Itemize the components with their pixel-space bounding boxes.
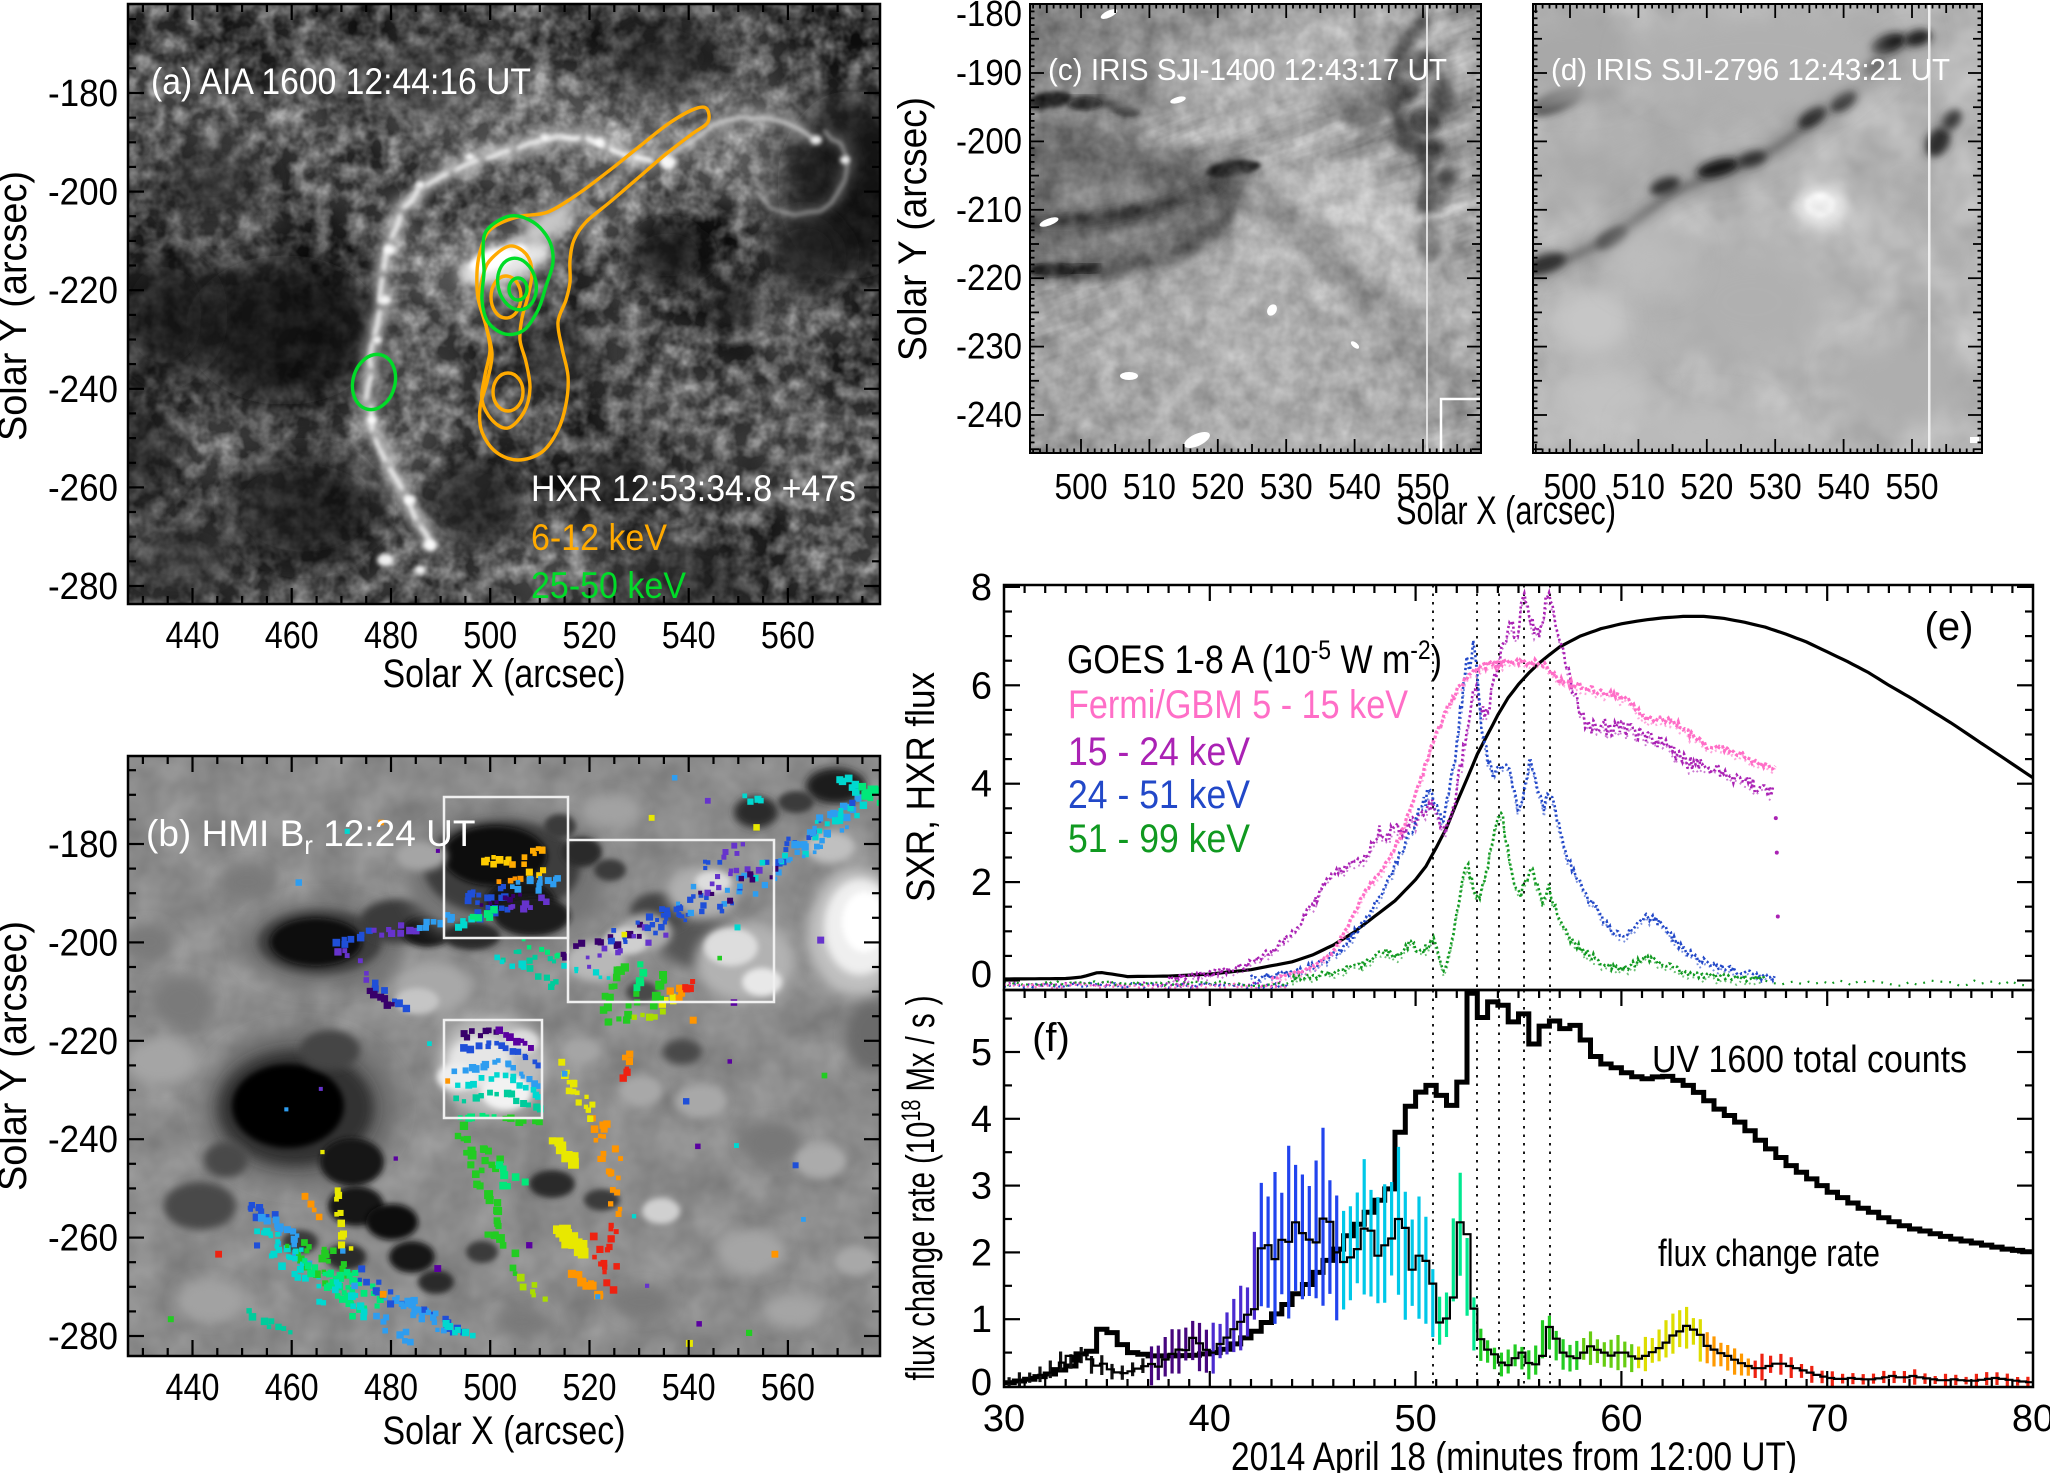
svg-text:2014 April 18 (minutes from 12: 2014 April 18 (minutes from 12:00 UT) xyxy=(1231,1435,1797,1473)
svg-text:500: 500 xyxy=(463,615,517,657)
svg-text:4: 4 xyxy=(971,764,992,806)
svg-text:60: 60 xyxy=(1600,1398,1642,1440)
svg-text:80: 80 xyxy=(2012,1398,2050,1440)
svg-text:70: 70 xyxy=(1806,1398,1848,1440)
svg-text:520: 520 xyxy=(1191,466,1244,507)
svg-text:(a) AIA 1600 12:44:16 UT: (a) AIA 1600 12:44:16 UT xyxy=(151,61,531,102)
svg-text:-220: -220 xyxy=(956,257,1022,298)
svg-text:540: 540 xyxy=(662,1367,716,1409)
svg-text:GOES 1-8 A (10-5 W m-2): GOES 1-8 A (10-5 W m-2) xyxy=(1067,635,1442,682)
svg-text:-210: -210 xyxy=(956,189,1022,230)
svg-text:5: 5 xyxy=(971,1032,992,1074)
svg-text:480: 480 xyxy=(364,615,418,657)
svg-text:Solar X (arcsec): Solar X (arcsec) xyxy=(383,1409,626,1453)
svg-text:-230: -230 xyxy=(956,326,1022,367)
svg-text:440: 440 xyxy=(166,615,220,657)
svg-text:530: 530 xyxy=(1260,466,1313,507)
svg-text:-240: -240 xyxy=(956,394,1022,435)
svg-text:540: 540 xyxy=(1817,466,1870,507)
svg-text:520: 520 xyxy=(1680,466,1733,507)
svg-text:HXR 12:53:34.8 +47s: HXR 12:53:34.8 +47s xyxy=(531,468,856,509)
svg-text:480: 480 xyxy=(364,1367,418,1409)
svg-text:520: 520 xyxy=(563,615,617,657)
svg-text:UV 1600 total counts: UV 1600 total counts xyxy=(1652,1039,1967,1081)
svg-text:-260: -260 xyxy=(48,1218,118,1260)
svg-text:-190: -190 xyxy=(956,52,1022,93)
svg-text:8: 8 xyxy=(971,567,992,609)
svg-text:440: 440 xyxy=(166,1367,220,1409)
svg-text:560: 560 xyxy=(761,1367,815,1409)
svg-text:4: 4 xyxy=(971,1099,992,1141)
svg-text:(f): (f) xyxy=(1032,1016,1070,1060)
svg-text:2: 2 xyxy=(971,862,992,904)
svg-text:2: 2 xyxy=(971,1232,992,1274)
svg-text:(d) IRIS SJI-2796 12:43:21 UT: (d) IRIS SJI-2796 12:43:21 UT xyxy=(1551,52,1950,87)
svg-text:SXR, HXR flux: SXR, HXR flux xyxy=(899,672,943,902)
svg-text:50: 50 xyxy=(1394,1398,1436,1440)
svg-text:3: 3 xyxy=(971,1166,992,1208)
svg-text:1: 1 xyxy=(971,1299,992,1341)
svg-text:500: 500 xyxy=(463,1367,517,1409)
svg-text:15 - 24 keV: 15 - 24 keV xyxy=(1068,730,1250,774)
svg-text:-220: -220 xyxy=(48,270,118,312)
svg-text:24 - 51 keV: 24 - 51 keV xyxy=(1068,773,1250,817)
svg-text:-180: -180 xyxy=(48,73,118,115)
svg-text:-240: -240 xyxy=(48,369,118,411)
svg-text:30: 30 xyxy=(983,1398,1025,1440)
svg-text:flux change rate (1018 Mx / s: flux change rate (1018 Mx / s ) xyxy=(896,996,943,1381)
svg-text:40: 40 xyxy=(1189,1398,1231,1440)
svg-text:51 - 99 keV: 51 - 99 keV xyxy=(1068,817,1250,861)
svg-text:550: 550 xyxy=(1886,466,1939,507)
svg-text:Solar Y (arcsec): Solar Y (arcsec) xyxy=(891,97,935,361)
svg-text:-200: -200 xyxy=(956,120,1022,161)
svg-text:Solar X (arcsec): Solar X (arcsec) xyxy=(1396,489,1616,533)
svg-text:25-50 keV: 25-50 keV xyxy=(531,565,686,606)
svg-text:530: 530 xyxy=(1749,466,1802,507)
svg-text:-220: -220 xyxy=(48,1021,118,1063)
svg-text:500: 500 xyxy=(1055,466,1108,507)
svg-text:-180: -180 xyxy=(48,824,118,866)
svg-text:510: 510 xyxy=(1123,466,1176,507)
svg-text:-280: -280 xyxy=(48,566,118,608)
svg-text:Solar X (arcsec): Solar X (arcsec) xyxy=(383,652,626,696)
svg-text:550: 550 xyxy=(1397,466,1450,507)
svg-text:Fermi/GBM 5 - 15 keV: Fermi/GBM 5 - 15 keV xyxy=(1068,683,1408,727)
svg-text:460: 460 xyxy=(265,1367,319,1409)
svg-text:-200: -200 xyxy=(48,922,118,964)
svg-text:500: 500 xyxy=(1544,466,1597,507)
svg-text:Solar Y (arcsec): Solar Y (arcsec) xyxy=(0,171,35,441)
svg-text:560: 560 xyxy=(761,615,815,657)
svg-text:Solar Y (arcsec): Solar Y (arcsec) xyxy=(0,921,35,1191)
svg-text:540: 540 xyxy=(662,615,716,657)
svg-text:510: 510 xyxy=(1612,466,1665,507)
svg-text:-200: -200 xyxy=(48,172,118,214)
svg-text:-260: -260 xyxy=(48,467,118,509)
svg-text:520: 520 xyxy=(563,1367,617,1409)
svg-text:460: 460 xyxy=(265,615,319,657)
svg-text:-280: -280 xyxy=(48,1316,118,1358)
svg-text:(c) IRIS SJI-1400 12:43:17 UT: (c) IRIS SJI-1400 12:43:17 UT xyxy=(1048,52,1447,87)
svg-text:(e): (e) xyxy=(1925,605,1974,649)
svg-text:0: 0 xyxy=(971,954,992,996)
svg-text:540: 540 xyxy=(1328,466,1381,507)
svg-text:-180: -180 xyxy=(956,0,1022,34)
svg-text:-240: -240 xyxy=(48,1119,118,1161)
svg-text:0: 0 xyxy=(971,1362,992,1404)
svg-text:flux change rate: flux change rate xyxy=(1658,1233,1880,1275)
svg-text:6: 6 xyxy=(971,665,992,707)
svg-text:6-12 keV: 6-12 keV xyxy=(531,517,667,558)
